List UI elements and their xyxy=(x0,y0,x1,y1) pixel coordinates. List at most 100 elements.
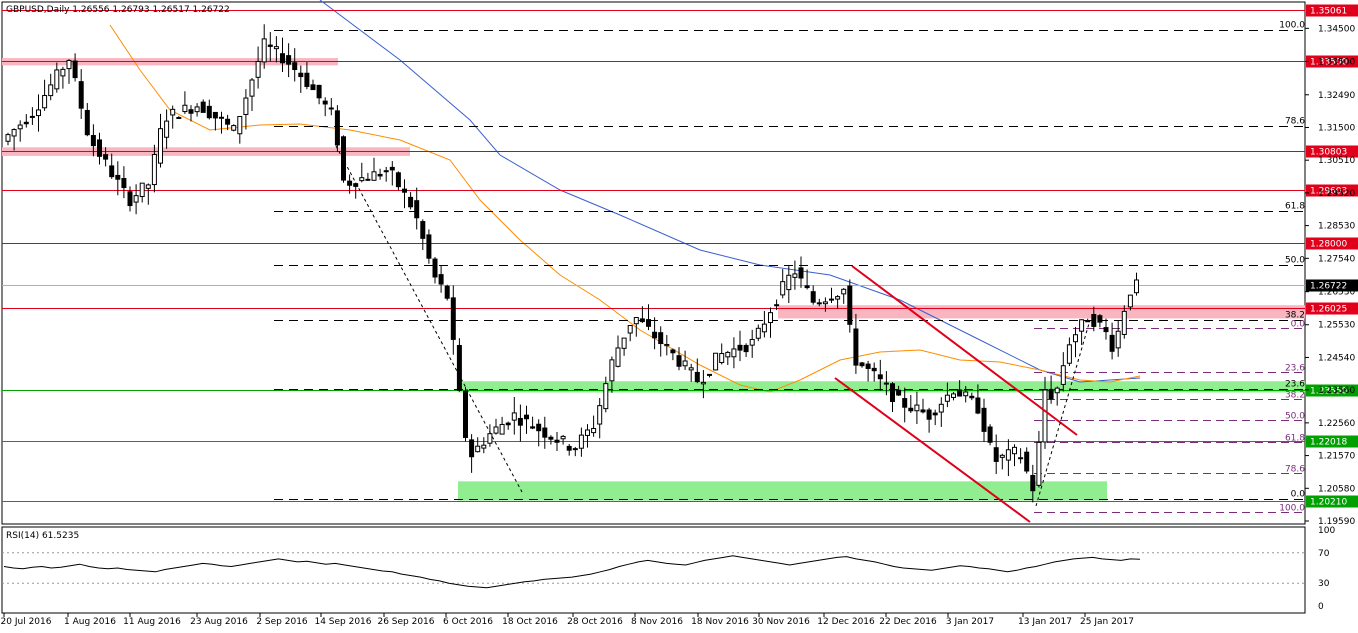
candle-body xyxy=(121,178,127,189)
x-tick-label: 23 Aug 2016 xyxy=(190,617,248,627)
candle-body xyxy=(890,383,895,402)
candle-body xyxy=(109,165,115,178)
current-price-label: 1.26722 xyxy=(1310,282,1347,292)
candle-body xyxy=(707,373,712,376)
x-tick-label: 3 Jan 2017 xyxy=(946,617,994,627)
rsi-level-label: 30 xyxy=(1318,579,1330,589)
candle-body xyxy=(951,393,956,398)
candle-body xyxy=(999,454,1005,458)
candle-body xyxy=(151,153,157,186)
candle-body xyxy=(987,426,993,443)
candle-body xyxy=(505,422,511,426)
candle-body xyxy=(11,129,17,137)
x-tick-label: 14 Sep 2016 xyxy=(314,617,371,627)
trend-dashed-line-2 xyxy=(1035,319,1091,507)
rsi-level-label: 100 xyxy=(1318,526,1335,536)
candle-body xyxy=(664,344,670,347)
candle-body xyxy=(639,318,645,323)
candle-body xyxy=(871,367,877,372)
candle-body xyxy=(560,435,566,440)
candle-body xyxy=(1073,334,1078,343)
candle-body xyxy=(530,426,536,429)
candle-body xyxy=(1030,474,1036,492)
candle-body xyxy=(438,274,444,285)
candle-body xyxy=(615,347,621,367)
rsi-level-label: 0 xyxy=(1318,602,1324,612)
candle-body xyxy=(658,332,664,345)
candle-body xyxy=(127,191,133,207)
candle-body xyxy=(1121,310,1127,335)
candle-body xyxy=(755,327,761,339)
y-axis: 1.35061 1.33500 1.30803 1.29603 1.28000 1.260… xyxy=(1305,4,1358,527)
candle-body xyxy=(877,374,883,380)
channel-lower-line xyxy=(834,377,1031,523)
price-tag-label: 1.29603 xyxy=(1310,187,1347,197)
candle-body xyxy=(261,38,267,63)
candle-body xyxy=(774,304,780,307)
candle-body xyxy=(847,285,853,325)
candle-body xyxy=(725,351,731,358)
candle-body xyxy=(29,115,35,118)
candle-body xyxy=(609,359,615,382)
fib-label: 38.2 xyxy=(1285,311,1305,321)
candle-body xyxy=(768,312,773,324)
candle-body xyxy=(932,412,938,416)
moving-averages-layer xyxy=(109,0,1141,393)
candle-body xyxy=(798,267,804,279)
candle-body xyxy=(420,221,426,239)
candle-body xyxy=(23,121,29,125)
ma-slow-line xyxy=(319,0,1141,383)
candle-body xyxy=(841,288,847,295)
candle-body xyxy=(1134,279,1139,294)
candle-body xyxy=(158,128,163,164)
candle-body xyxy=(310,84,316,91)
candle-body xyxy=(60,68,66,77)
candle-body xyxy=(359,177,365,182)
channel-layer xyxy=(335,145,1091,523)
candle-body xyxy=(115,174,121,180)
price-tag xyxy=(1306,302,1358,315)
candle-body xyxy=(1005,449,1011,461)
fib-label: 50.0 xyxy=(1285,256,1305,266)
candle-body xyxy=(993,447,999,462)
price-tag xyxy=(1306,237,1358,250)
candle-body xyxy=(829,298,834,301)
candle-body xyxy=(853,328,859,366)
candle-body xyxy=(1012,446,1017,455)
candle-body xyxy=(896,389,902,396)
candle-body xyxy=(365,178,371,181)
x-axis: 20 Jul 2016 1 Aug 2016 11 Aug 2016 23 Aug 2… xyxy=(1,613,1134,627)
candle-body xyxy=(883,382,889,385)
ma-fast-line xyxy=(109,24,1141,393)
price-tag-label: 1.33500 xyxy=(1310,58,1347,68)
candle-body xyxy=(84,109,90,136)
candle-body xyxy=(133,195,139,203)
candle-body xyxy=(206,105,212,119)
candle-body xyxy=(1060,365,1066,385)
candle-body xyxy=(377,173,383,177)
price-tag-label: 1.28000 xyxy=(1310,240,1347,250)
candle-body xyxy=(42,95,48,109)
candle-body xyxy=(402,188,407,193)
candle-body xyxy=(578,434,584,449)
candle-body xyxy=(341,136,346,181)
fib-small-label: 23.6 xyxy=(1285,364,1305,374)
support-zone-120210 xyxy=(458,481,1107,501)
candle-body xyxy=(267,44,273,47)
candle-body xyxy=(1085,320,1091,323)
candle-body xyxy=(566,445,572,451)
levels-layer: 100.078.661.850.038.223.60.00.023.638.25… xyxy=(2,10,1305,514)
resistance-zone-126025 xyxy=(778,305,1305,319)
candle-body xyxy=(164,120,170,138)
candle-body xyxy=(585,429,590,436)
candle-body xyxy=(902,398,908,408)
candle-body xyxy=(1103,327,1109,333)
candle-body xyxy=(5,134,11,142)
price-tag-label: 1.26025 xyxy=(1310,305,1347,315)
candle-body xyxy=(487,433,493,444)
candle-body xyxy=(920,409,926,413)
candle-body xyxy=(670,349,676,354)
y-tick-label: 1.25530 xyxy=(1318,321,1355,331)
x-tick-label: 11 Aug 2016 xyxy=(123,617,181,627)
